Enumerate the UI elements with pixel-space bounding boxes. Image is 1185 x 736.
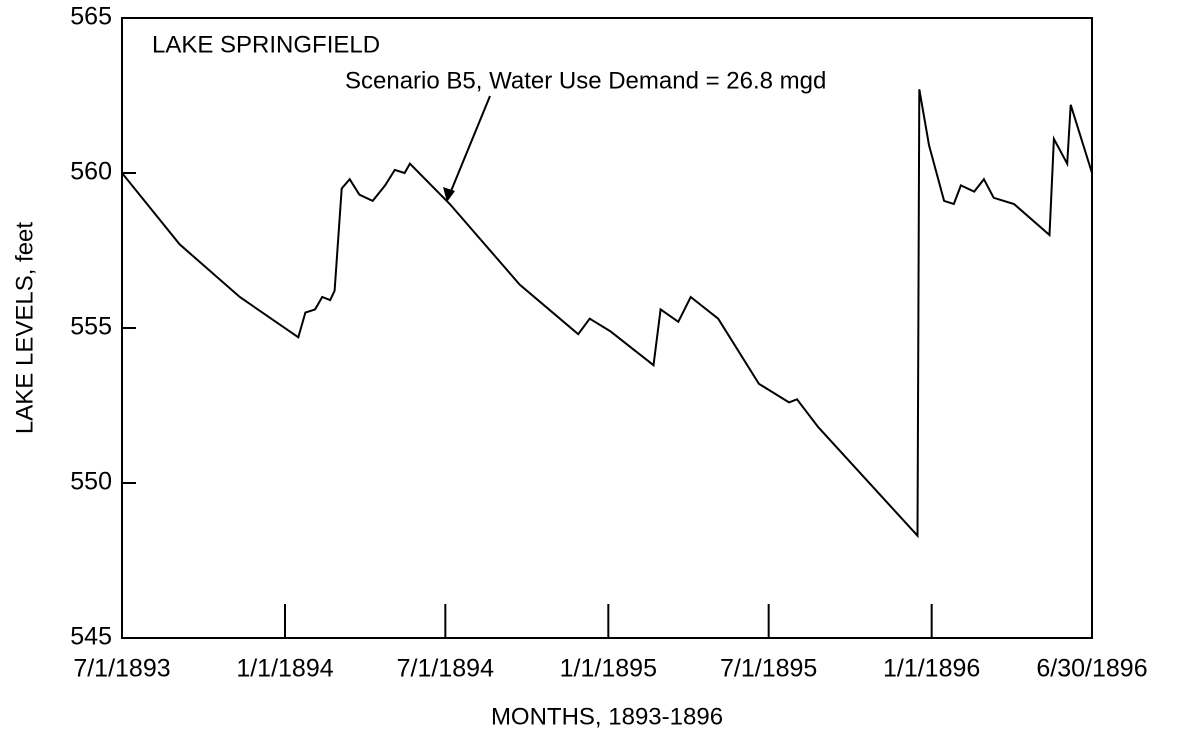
y-tick-label: 550: [70, 468, 112, 496]
annotation: Scenario B5, Water Use Demand = 26.8 mgd: [345, 67, 826, 94]
x-tick-label: 1/1/1896: [883, 655, 980, 683]
x-axis-label: MONTHS, 1893-1896: [491, 703, 723, 730]
x-tick-label: 1/1/1894: [236, 655, 333, 683]
x-tick-label: 7/1/1893: [73, 655, 170, 683]
x-tick-label: 1/1/1895: [560, 655, 657, 683]
annotation-arrow: [448, 95, 491, 197]
y-tick-label: 555: [70, 313, 112, 341]
y-tick-label: 545: [70, 623, 112, 651]
panel-label: LAKE SPRINGFIELD: [152, 31, 380, 58]
y-tick-label: 565: [70, 3, 112, 31]
x-tick-label: 6/30/1896: [1036, 655, 1147, 683]
plot-frame: [121, 17, 1093, 639]
y-tick-label: 560: [70, 158, 112, 186]
data-line: [121, 89, 1093, 539]
arrow-head: [443, 187, 455, 202]
y-axis-label: LAKE LEVELS, feet: [11, 222, 38, 434]
x-tick-label: 7/1/1895: [720, 655, 817, 683]
x-tick-label: 7/1/1894: [397, 655, 494, 683]
